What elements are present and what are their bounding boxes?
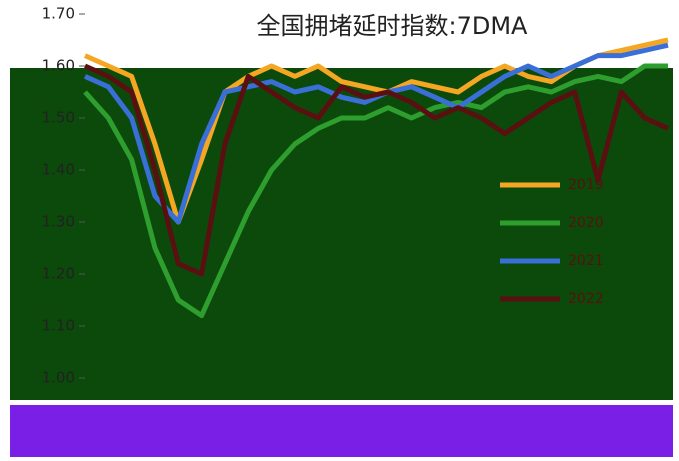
y-tick-label: 1.50 <box>42 109 75 127</box>
y-tick-label: 1.40 <box>42 161 75 179</box>
y-tick-label: 1.70 <box>42 5 75 23</box>
y-tick-label: 1.30 <box>42 213 75 231</box>
bottom-band <box>10 405 673 457</box>
legend-label: 2022 <box>568 291 604 307</box>
y-tick-label: 1.10 <box>42 317 75 335</box>
series-line <box>83 42 669 225</box>
series-line <box>83 63 668 319</box>
y-tick-label: 1.60 <box>42 57 75 75</box>
plot-background <box>10 68 673 400</box>
legend-label: 2020 <box>568 215 604 231</box>
y-tick-label: 1.20 <box>42 265 75 283</box>
series-line <box>83 63 670 277</box>
chart-title: 全国拥堵延时指数:7DMA <box>257 12 529 40</box>
legend-label: 2019 <box>568 177 604 193</box>
legend-label: 2021 <box>568 253 604 269</box>
y-tick-label: 1.00 <box>42 369 75 387</box>
